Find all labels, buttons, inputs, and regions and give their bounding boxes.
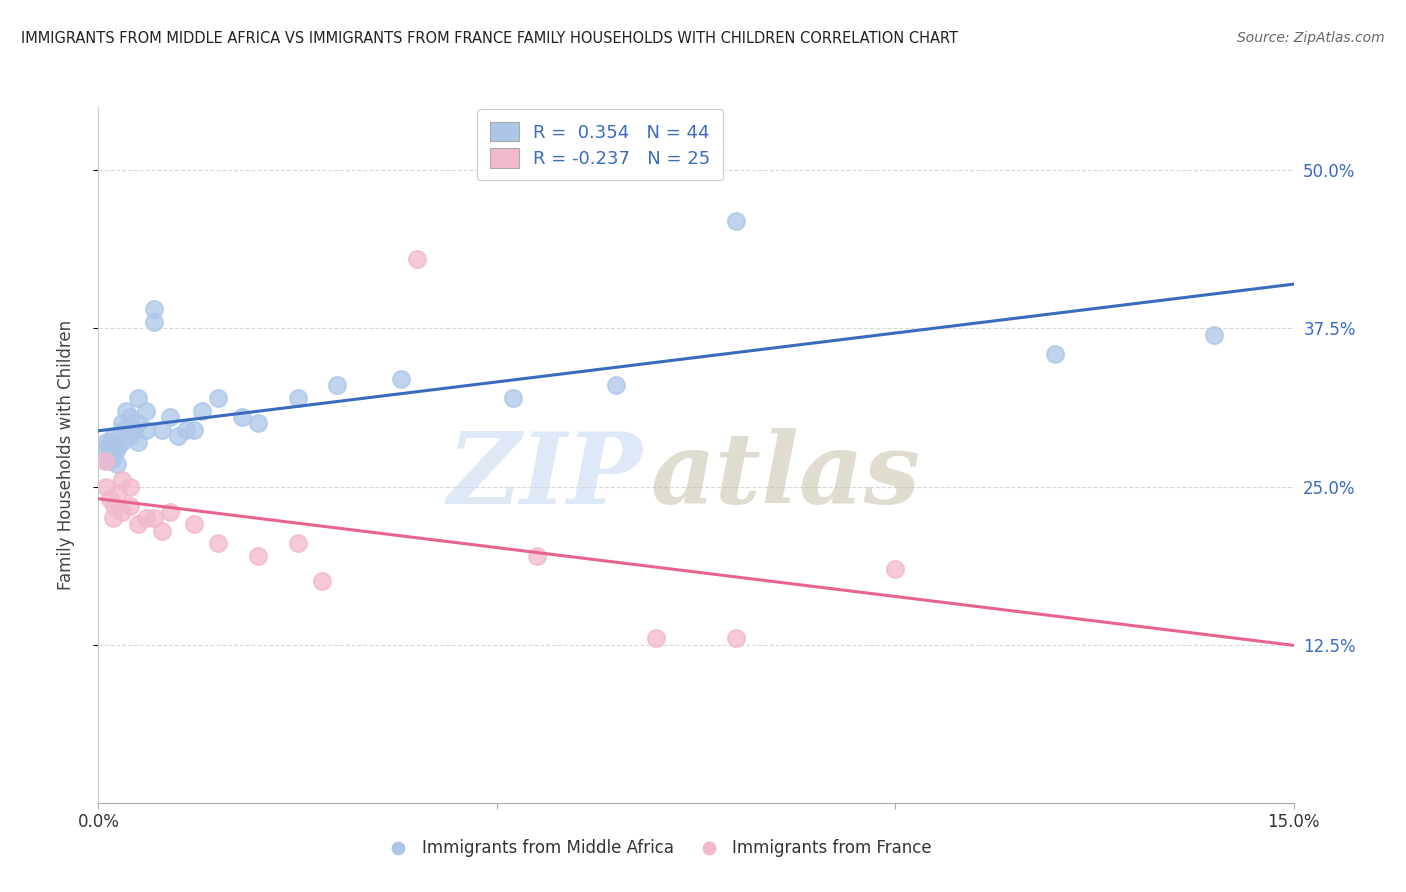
Point	[101, 451, 124, 466]
Point	[124, 423, 146, 437]
Point	[143, 315, 166, 329]
Point	[111, 417, 134, 431]
Point	[526, 549, 548, 563]
Point	[103, 499, 125, 513]
Point	[287, 391, 309, 405]
Point	[94, 442, 117, 456]
Point	[127, 417, 149, 431]
Point	[111, 435, 134, 450]
Point	[150, 423, 173, 437]
Legend: Immigrants from Middle Africa, Immigrants from France: Immigrants from Middle Africa, Immigrant…	[382, 833, 938, 864]
Point	[159, 409, 181, 424]
Point	[884, 562, 907, 576]
Point	[107, 486, 129, 500]
Text: atlas: atlas	[651, 427, 921, 524]
Point	[111, 473, 134, 487]
Point	[103, 442, 125, 456]
Point	[120, 479, 142, 493]
Point	[96, 479, 118, 493]
Point	[143, 511, 166, 525]
Point	[115, 403, 138, 417]
Point	[191, 403, 214, 417]
Point	[150, 524, 173, 538]
Point	[98, 435, 122, 450]
Point	[231, 409, 253, 424]
Point	[502, 391, 524, 405]
Text: IMMIGRANTS FROM MIDDLE AFRICA VS IMMIGRANTS FROM FRANCE FAMILY HOUSEHOLDS WITH C: IMMIGRANTS FROM MIDDLE AFRICA VS IMMIGRA…	[21, 31, 957, 46]
Point	[183, 517, 205, 532]
Point	[183, 423, 205, 437]
Point	[98, 492, 122, 507]
Point	[207, 536, 229, 550]
Point	[1202, 327, 1225, 342]
Point	[135, 511, 157, 525]
Point	[127, 391, 149, 405]
Point	[724, 632, 747, 646]
Point	[326, 378, 349, 392]
Point	[311, 574, 333, 589]
Point	[406, 252, 429, 266]
Point	[120, 429, 142, 443]
Point	[127, 517, 149, 532]
Point	[100, 444, 122, 458]
Point	[111, 423, 134, 437]
Point	[97, 448, 120, 462]
Point	[1043, 347, 1066, 361]
Point	[143, 302, 166, 317]
Point	[104, 444, 127, 458]
Text: ZIP: ZIP	[447, 427, 643, 524]
Point	[167, 429, 190, 443]
Point	[120, 499, 142, 513]
Y-axis label: Family Households with Children: Family Households with Children	[56, 320, 75, 590]
Point	[96, 435, 118, 450]
Point	[107, 439, 129, 453]
Point	[389, 372, 412, 386]
Point	[111, 505, 134, 519]
Point	[159, 505, 181, 519]
Point	[645, 632, 668, 646]
Point	[135, 403, 157, 417]
Point	[287, 536, 309, 550]
Point	[127, 435, 149, 450]
Text: Source: ZipAtlas.com: Source: ZipAtlas.com	[1237, 31, 1385, 45]
Point	[120, 409, 142, 424]
Point	[246, 417, 269, 431]
Point	[135, 423, 157, 437]
Point	[207, 391, 229, 405]
Point	[101, 429, 124, 443]
Point	[724, 214, 747, 228]
Point	[174, 423, 197, 437]
Point	[103, 438, 125, 452]
Point	[97, 454, 120, 468]
Point	[246, 549, 269, 563]
Point	[94, 454, 117, 468]
Point	[101, 511, 124, 525]
Point	[605, 378, 627, 392]
Point	[105, 457, 128, 471]
